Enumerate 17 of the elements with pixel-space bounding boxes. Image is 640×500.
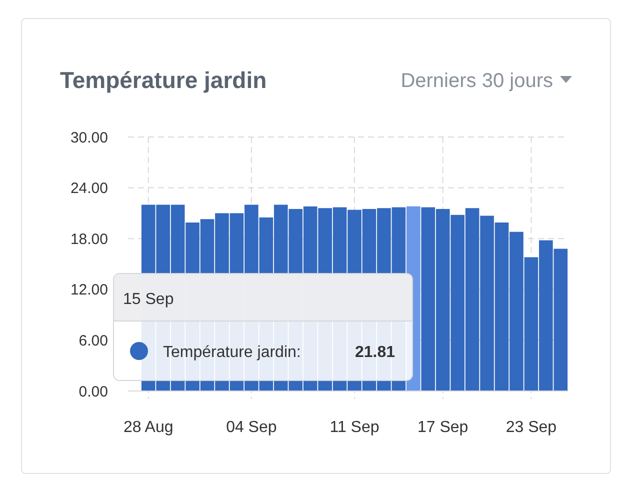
annotation: 15 Sep [123,291,174,308]
x-tick-label: 17 Sep [417,419,468,436]
x-tick-label: 28 Aug [123,419,174,436]
y-tick-label: 0.00 [78,383,108,400]
x-tick-label: 11 Sep [330,419,380,436]
y-tick-label: 18.00 [70,230,108,248]
y-tick-label: 6.00 [78,332,108,350]
y-tick-label: 24.00 [70,180,108,198]
tooltip: 15 Sep Température jardin: 21.81 [113,273,413,381]
y-tick-label: 12.00 [70,282,108,299]
annotation: Température jardin: [163,344,301,361]
annotation: 21.81 [354,344,396,361]
chart-subtitle: Derniers 30 jours [400,70,553,92]
y-tick-label: 30.00 [70,129,108,146]
x-tick-label: 04 Sep [226,419,277,436]
x-tick-label: 23 Sep [506,419,557,436]
chart-title: Température jardin [60,67,267,93]
